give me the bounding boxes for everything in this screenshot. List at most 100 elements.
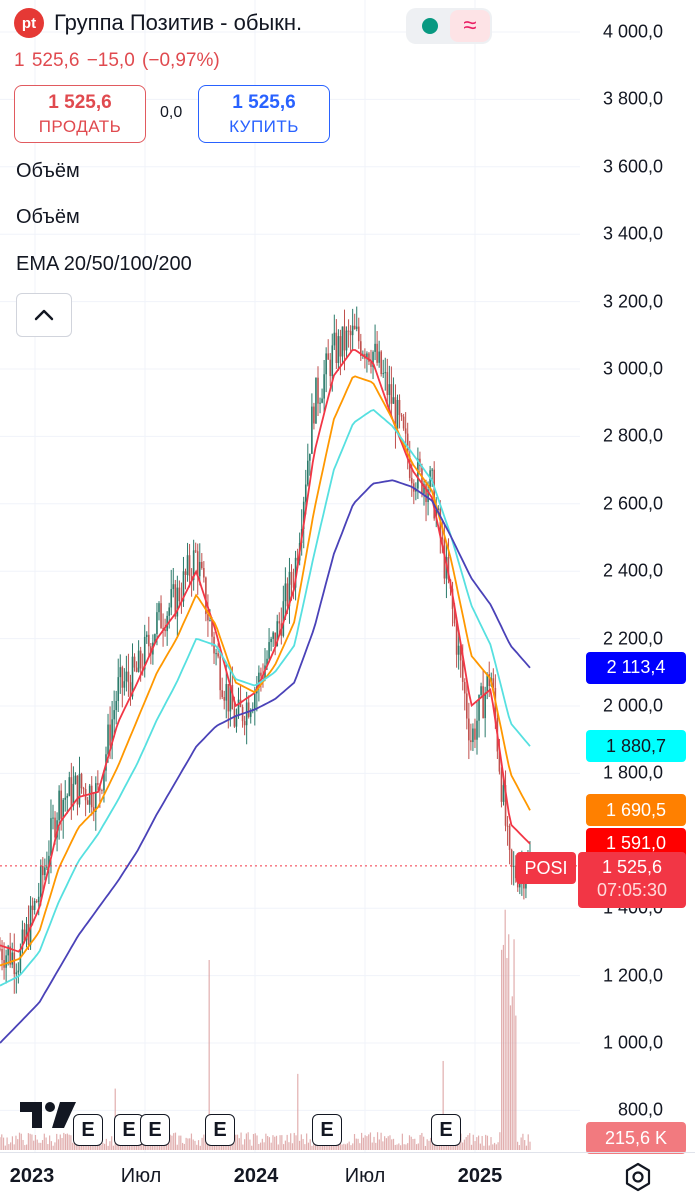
volume-value-label: 215,6 K xyxy=(586,1122,686,1154)
candle-body xyxy=(321,398,323,403)
volume-bar xyxy=(391,1139,393,1150)
candle-body xyxy=(31,905,34,910)
candle-body xyxy=(46,866,48,868)
volume-bar xyxy=(325,1143,327,1150)
ema-line-ema-100 xyxy=(0,408,531,987)
volume-bar xyxy=(339,1142,341,1150)
earnings-badge[interactable]: E xyxy=(312,1114,342,1146)
candle-body xyxy=(121,667,124,688)
candle-body xyxy=(119,667,122,678)
volume-bar xyxy=(524,1140,526,1150)
buy-price: 1 525,6 xyxy=(232,92,296,113)
volume-bar xyxy=(2,1137,5,1150)
volume-bar xyxy=(187,1138,189,1150)
candle-body xyxy=(39,865,42,897)
chart-settings-icon[interactable] xyxy=(622,1161,654,1193)
candle-body xyxy=(498,751,501,772)
candle-body xyxy=(54,817,56,838)
volume-bar xyxy=(22,1139,24,1150)
y-tick-label: 2 800,0 xyxy=(602,425,663,446)
company-logo: pt xyxy=(14,8,44,38)
volume-bar xyxy=(451,1145,453,1150)
volume-bar xyxy=(244,1139,246,1150)
volume-bar xyxy=(501,949,503,1150)
candle-body xyxy=(207,614,209,621)
candle-body xyxy=(447,557,450,580)
volume-bar xyxy=(217,1145,219,1150)
y-tick-label: 800,0 xyxy=(617,1099,663,1120)
volume-bar xyxy=(203,1134,205,1150)
collapse-legend-button[interactable] xyxy=(16,293,72,337)
price-axis[interactable]: 4 000,0 3 800,0 3 600,0 3 400,0 3 200,0 3 000… xyxy=(580,0,695,1160)
candle-body xyxy=(223,697,226,701)
y-tick-label: 2 000,0 xyxy=(602,695,663,716)
volume-bar xyxy=(1,1134,3,1150)
candle-body xyxy=(188,555,191,576)
candle-body xyxy=(276,621,279,647)
candle-body xyxy=(182,571,185,602)
earnings-badge[interactable]: E xyxy=(431,1114,461,1146)
volume-bar xyxy=(33,1140,35,1150)
volume-bar xyxy=(385,1138,388,1150)
symbol-header[interactable]: pt Группа Позитив - обыкн. ≈ xyxy=(14,8,574,44)
x-tick-label: 2024 xyxy=(233,1165,279,1187)
buy-button[interactable]: 1 525,6 КУПИТЬ xyxy=(198,85,330,143)
sell-button[interactable]: 1 525,6 ПРОДАТЬ xyxy=(14,85,146,143)
candle-body xyxy=(343,326,346,351)
market-status[interactable]: ≈ xyxy=(406,8,492,44)
volume-bar xyxy=(369,1132,372,1150)
volume-bar xyxy=(185,1137,187,1150)
candle-body xyxy=(508,825,511,850)
candle-body xyxy=(192,550,195,581)
candle-body xyxy=(235,716,238,727)
volume-bar xyxy=(18,1132,21,1150)
symbol-title[interactable]: Группа Позитив - обыкн. xyxy=(54,10,303,35)
volume-bar xyxy=(220,1142,223,1150)
candle-body xyxy=(11,952,14,965)
time-axis[interactable]: 2023 Июл 2024 Июл 2025 xyxy=(0,1152,695,1200)
volume-bar xyxy=(190,1133,193,1150)
earnings-badge[interactable]: E xyxy=(73,1114,103,1146)
candles xyxy=(0,306,531,994)
volume-bar xyxy=(176,1144,178,1150)
volume-bar xyxy=(100,1145,102,1150)
y-tick-label: 1 800,0 xyxy=(602,762,663,783)
candle-body xyxy=(457,645,460,655)
tradingview-logo-icon[interactable] xyxy=(20,1100,76,1130)
volume-bar xyxy=(511,996,513,1150)
volume-bar xyxy=(499,1132,501,1150)
candle-body xyxy=(225,684,228,701)
volume-bar xyxy=(8,1144,10,1150)
y-tick-label: 3 400,0 xyxy=(602,223,663,244)
volume-bar xyxy=(307,1142,310,1150)
candle-body xyxy=(384,372,387,374)
candle-body xyxy=(125,671,128,682)
indicator-volume-1[interactable]: Объём xyxy=(16,160,80,182)
candle-body xyxy=(437,508,440,511)
volume-bar xyxy=(59,1134,61,1150)
candle-body xyxy=(296,557,299,561)
candle-body xyxy=(44,867,46,876)
candle-body xyxy=(323,374,325,399)
earnings-badge[interactable]: E xyxy=(140,1114,170,1146)
candle-body xyxy=(50,818,52,856)
candle-body xyxy=(319,402,321,404)
volume-bar xyxy=(0,1137,1,1150)
candle-body xyxy=(288,571,291,607)
earnings-badge[interactable]: E xyxy=(114,1114,144,1146)
earnings-badge[interactable]: E xyxy=(205,1114,235,1146)
price-chart[interactable] xyxy=(0,0,580,1160)
last-price: 1 525,6 xyxy=(14,50,80,71)
volume-bar xyxy=(509,1005,512,1150)
volume-bar xyxy=(513,939,515,1150)
volume-bar xyxy=(373,1136,375,1150)
candle-body xyxy=(137,650,140,672)
candle-body xyxy=(512,865,515,867)
candle-body xyxy=(453,608,456,624)
indicator-ema[interactable]: EMA 20/50/100/200 xyxy=(16,253,192,275)
volume-bar xyxy=(291,1143,294,1150)
volume-bar xyxy=(469,1133,471,1150)
candle-body xyxy=(382,373,385,375)
candle-body xyxy=(35,900,38,903)
indicator-volume-2[interactable]: Объём xyxy=(16,206,80,228)
